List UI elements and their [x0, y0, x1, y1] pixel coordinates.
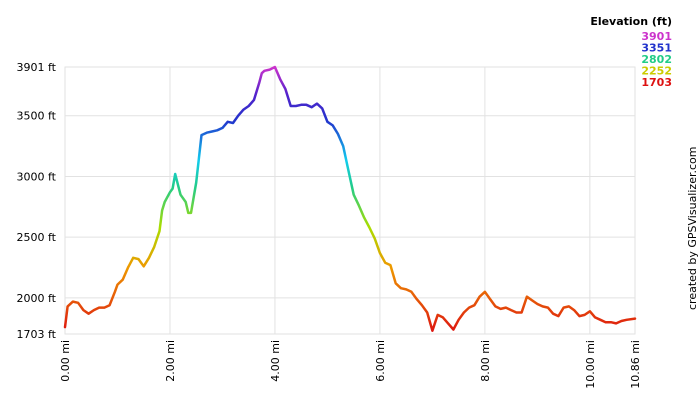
x-axis-ticks: 0.00 mi 2.00 mi 4.00 mi 6.00 mi 8.00 mi 10.00…: [59, 340, 642, 389]
legend-title: Elevation (ft): [590, 15, 672, 28]
x-tick-label: 10.86 mi: [629, 340, 642, 389]
legend-entry: 3351: [641, 42, 672, 55]
x-tick-label: 6.00 mi: [374, 340, 387, 382]
x-tick-label: 10.00 mi: [584, 340, 597, 389]
y-axis-ticks: 1703 ft 2000 ft 2500 ft 3000 ft 3500 ft 3901 …: [17, 61, 57, 341]
x-tick-label: 0.00 mi: [59, 340, 72, 382]
legend-entry: 3901: [641, 30, 672, 43]
y-tick-label: 3901 ft: [17, 61, 57, 74]
y-tick-label: 3000 ft: [17, 170, 57, 183]
legend-entry: 2802: [641, 53, 672, 66]
grid: [64, 66, 636, 335]
x-tick-label: 4.00 mi: [269, 340, 282, 382]
x-tick-label: 2.00 mi: [164, 340, 177, 382]
plot-area: [64, 66, 636, 335]
y-tick-label: 3500 ft: [17, 110, 57, 123]
legend-entry: 1703: [641, 76, 672, 89]
credit-text: created by GPSVisualizer.com: [686, 147, 699, 310]
x-tick-label: 8.00 mi: [479, 340, 492, 382]
y-tick-label: 2500 ft: [17, 231, 57, 244]
legend-entry: 2252: [641, 65, 672, 78]
y-tick-label: 2000 ft: [17, 292, 57, 305]
elevation-profile-line: [63, 65, 637, 332]
y-tick-label: 1703 ft: [17, 328, 57, 341]
